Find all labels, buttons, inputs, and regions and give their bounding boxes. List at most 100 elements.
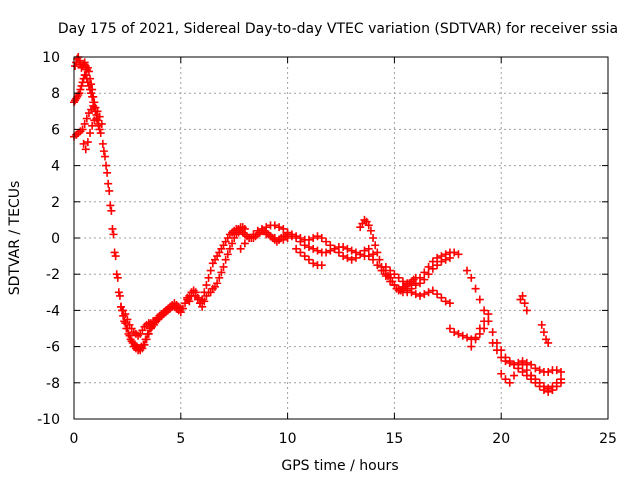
data-point (544, 338, 553, 347)
data-point (82, 74, 91, 83)
data-point (343, 253, 352, 262)
data-point (527, 371, 536, 380)
data-point (111, 252, 120, 261)
data-point (317, 234, 326, 242)
data-point (115, 291, 124, 300)
data-point (369, 255, 378, 264)
y-tick-label: -2 (46, 267, 60, 283)
data-point (221, 255, 230, 264)
data-point (484, 310, 493, 319)
data-point (488, 338, 497, 347)
data-point (475, 324, 484, 333)
data-point (364, 244, 373, 253)
data-point (428, 286, 437, 295)
x-tick-label: 5 (176, 431, 185, 447)
data-point (245, 234, 254, 242)
data-point (552, 378, 561, 387)
data-point (82, 114, 91, 123)
data-point (458, 331, 467, 340)
x-tick-label: 0 (70, 431, 79, 447)
data-point (125, 331, 134, 340)
data-point (531, 375, 540, 384)
data-point (81, 71, 90, 80)
data-point (322, 248, 331, 257)
data-point (394, 273, 403, 282)
data-point (217, 268, 226, 277)
data-point (249, 230, 258, 239)
data-point (215, 273, 224, 282)
data-point (74, 91, 83, 100)
data-point (313, 246, 322, 255)
data-point (535, 378, 544, 387)
data-points (70, 53, 566, 396)
data-point (105, 186, 114, 195)
data-point (213, 279, 222, 288)
data-point (287, 232, 296, 241)
data-point (304, 243, 313, 252)
data-point (548, 382, 557, 391)
data-point (467, 342, 476, 351)
data-point (313, 232, 322, 241)
data-point (394, 284, 403, 293)
data-point (347, 246, 356, 255)
data-point (552, 366, 561, 375)
data-point (403, 279, 412, 288)
data-point (351, 248, 360, 257)
data-point (103, 168, 112, 177)
data-point (463, 333, 472, 342)
data-point (104, 179, 113, 188)
data-point (339, 252, 348, 261)
y-tick-label: 2 (51, 195, 60, 211)
data-point (257, 224, 266, 233)
data-point (441, 297, 450, 306)
data-point (94, 119, 103, 128)
data-point (270, 234, 279, 242)
data-point (433, 290, 442, 299)
data-point (304, 255, 313, 264)
data-point (522, 306, 531, 315)
data-point (95, 125, 104, 134)
data-point (88, 92, 97, 101)
data-point (219, 262, 228, 271)
data-point (98, 139, 107, 148)
data-point (240, 239, 249, 248)
data-point (109, 230, 118, 239)
data-point (283, 234, 292, 242)
data-point (522, 358, 531, 367)
data-point (544, 384, 553, 393)
data-point (347, 255, 356, 264)
data-point (428, 257, 437, 266)
data-point (497, 353, 506, 362)
data-point (501, 357, 510, 366)
data-point (99, 147, 108, 156)
y-tick-label: -8 (46, 376, 60, 392)
data-point (420, 290, 429, 299)
data-point (84, 81, 93, 90)
data-point (317, 261, 326, 270)
x-tick-label: 20 (492, 431, 510, 447)
data-point (416, 279, 425, 288)
data-point (463, 266, 472, 275)
y-axis-label: SDTVAR / TECUs (7, 181, 23, 296)
data-point (369, 234, 378, 242)
data-point (471, 284, 480, 293)
data-point (304, 235, 313, 244)
data-point (262, 230, 271, 239)
x-axis-label: GPS time / hours (281, 458, 398, 474)
data-point (83, 138, 92, 147)
data-point (441, 255, 450, 264)
data-point (537, 320, 546, 329)
data-point (535, 366, 544, 375)
data-point (198, 302, 207, 311)
x-tick-label: 10 (279, 431, 297, 447)
data-point (140, 340, 149, 349)
data-point (492, 346, 501, 355)
data-point (356, 250, 365, 259)
data-point (411, 281, 420, 290)
data-point (322, 237, 331, 246)
data-point (142, 335, 151, 344)
y-tick-label: 10 (42, 50, 60, 66)
data-point (531, 364, 540, 373)
data-point (544, 367, 553, 376)
